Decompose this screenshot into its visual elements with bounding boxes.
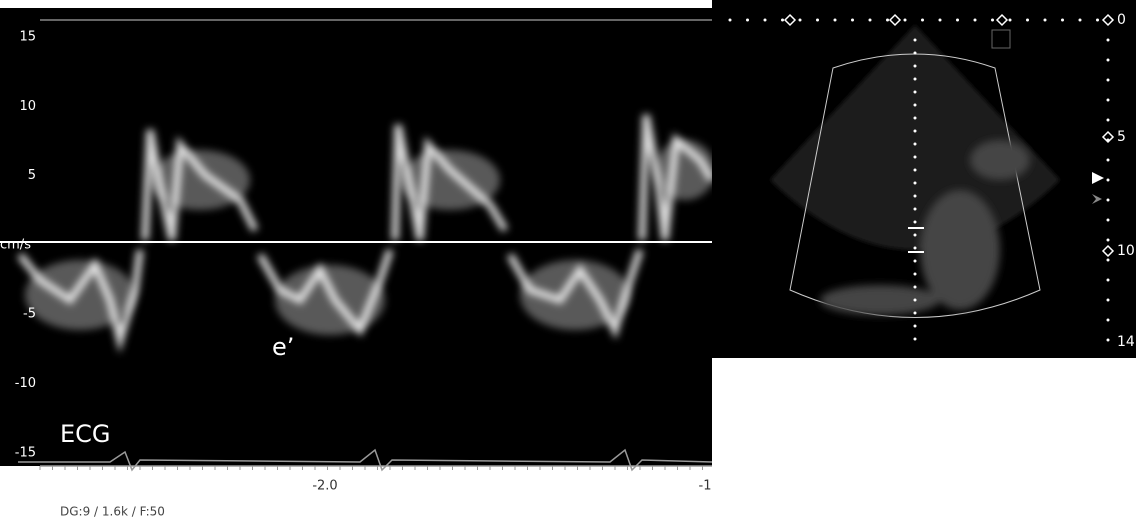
y-tick-label: -15: [15, 445, 36, 460]
scale-dot: [914, 104, 917, 107]
depth-label: 10: [1117, 243, 1135, 259]
scale-dot: [914, 78, 917, 81]
scale-dot: [914, 39, 917, 42]
scale-dot: [1107, 239, 1110, 242]
scale-dot: [914, 221, 917, 224]
scale-dot: [1009, 19, 1012, 22]
ultrasound-screen: -2.0-1 e’ ECG DG:9 / 1.6k / F:50 051014 …: [0, 0, 1136, 520]
scale-dot: [914, 143, 917, 146]
scale-dot: [914, 195, 917, 198]
footer: DG:9 / 1.6k / F:50: [60, 505, 165, 519]
scale-dot: [914, 91, 917, 94]
y-tick-label: -10: [15, 376, 36, 391]
scale-dot: [914, 286, 917, 289]
y-tick-label: cm/s: [0, 237, 31, 252]
scale-dot: [1107, 319, 1110, 322]
scale-dot: [914, 312, 917, 315]
scale-dot: [914, 52, 917, 55]
scale-dot: [914, 260, 917, 263]
scale-dot: [914, 156, 917, 159]
scale-dot: [729, 19, 732, 22]
scale-dot: [1107, 279, 1110, 282]
scale-dot: [1107, 199, 1110, 202]
scale-dot: [914, 273, 917, 276]
scale-dot: [1107, 219, 1110, 222]
y-tick-label: 15: [19, 30, 36, 45]
scale-dot: [1107, 299, 1110, 302]
scale-dot: [914, 338, 917, 341]
scale-dot: [781, 19, 784, 22]
scale-dot: [1061, 19, 1064, 22]
scale-dot: [914, 299, 917, 302]
scale-dot: [914, 182, 917, 185]
y-tick-label: 10: [19, 99, 36, 114]
scale-dot: [914, 247, 917, 250]
scale-dot: [974, 19, 977, 22]
wave-annotation: e’: [272, 333, 294, 361]
scale-dot: [1079, 19, 1082, 22]
scale-dot: [1107, 119, 1110, 122]
scale-dot: [921, 19, 924, 22]
page: -2.0-1 e’ ECG DG:9 / 1.6k / F:50 051014 …: [0, 0, 1136, 520]
scale-dot: [914, 208, 917, 211]
ecg-label: ECG: [60, 420, 111, 448]
scale-dot: [904, 19, 907, 22]
scale-dot: [851, 19, 854, 22]
scale-dot: [914, 169, 917, 172]
scale-dot: [1107, 159, 1110, 162]
scale-dot: [1044, 19, 1047, 22]
scale-dot: [886, 19, 889, 22]
time-ticks: -2.0 -1: [40, 466, 711, 494]
scale-dot: [956, 19, 959, 22]
doppler-background: [0, 8, 712, 466]
scale-dot: [914, 117, 917, 120]
scale-dot: [1107, 39, 1110, 42]
depth-label: 14: [1117, 334, 1135, 350]
depth-label: 0: [1117, 12, 1126, 28]
scale-dot: [746, 19, 749, 22]
scale-dot: [939, 19, 942, 22]
scale-dot: [834, 19, 837, 22]
scale-dot: [1096, 19, 1099, 22]
scale-dot: [869, 19, 872, 22]
scale-dot: [914, 234, 917, 237]
scale-dot: [1107, 179, 1110, 182]
scale-dot: [1107, 339, 1110, 342]
scale-dot: [914, 130, 917, 133]
scale-dot: [914, 325, 917, 328]
scale-dot: [1107, 259, 1110, 262]
y-tick-label: -5: [23, 307, 36, 322]
y-tick-label: 5: [28, 168, 36, 183]
scale-dot: [799, 19, 802, 22]
scale-dot: [914, 65, 917, 68]
scale-dot: [816, 19, 819, 22]
scale-dot: [1107, 79, 1110, 82]
scale-dot: [991, 19, 994, 22]
scale-dot: [764, 19, 767, 22]
scale-dot: [1107, 99, 1110, 102]
x-tick-label: -1: [699, 479, 712, 494]
scale-dot: [1107, 59, 1110, 62]
x-tick-label: -2.0: [312, 479, 337, 494]
depth-label: 5: [1117, 129, 1126, 145]
scale-dot: [1026, 19, 1029, 22]
